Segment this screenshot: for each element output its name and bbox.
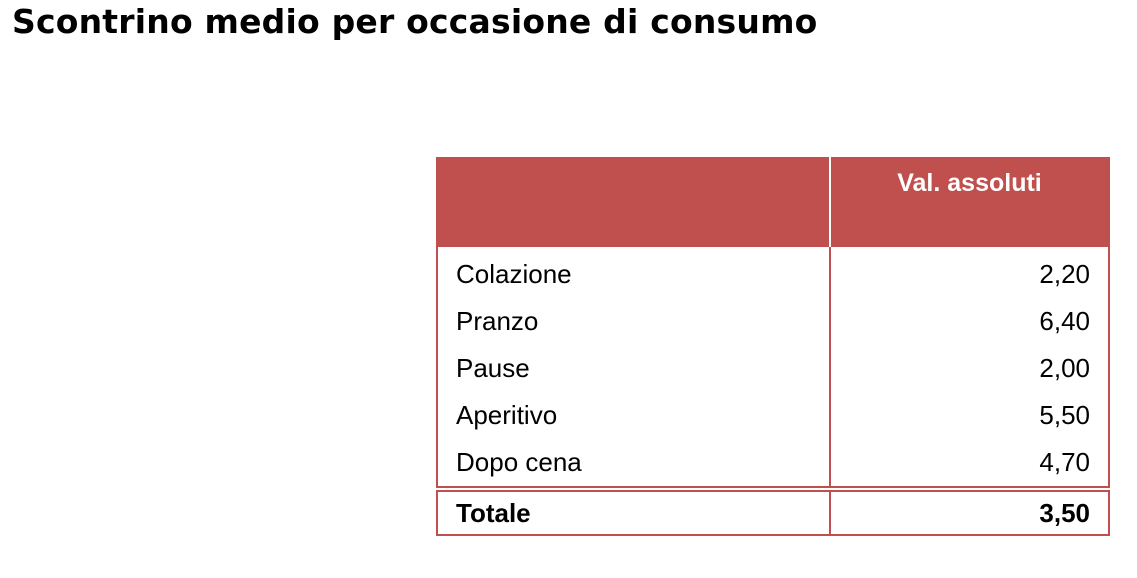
header-label-column <box>437 158 831 247</box>
row-value: 6,40 <box>829 298 1110 345</box>
row-label: Dopo cena <box>436 439 831 489</box>
row-value: 4,70 <box>829 439 1110 489</box>
table-row: Pause 2,00 <box>436 345 1110 392</box>
total-label: Totale <box>436 486 831 535</box>
row-value: 2,00 <box>829 345 1110 392</box>
row-label: Pause <box>436 345 831 392</box>
table-row: Colazione 2,20 <box>436 247 1110 298</box>
table-row: Dopo cena 4,70 <box>436 439 1110 489</box>
total-row: Totale 3,50 <box>436 486 1110 535</box>
table-row: Aperitivo 5,50 <box>436 392 1110 439</box>
data-table: Val. assoluti Colazione 2,20 Pranzo 6,40… <box>436 157 1110 536</box>
table-header-row: Val. assoluti <box>437 158 1109 247</box>
page-title: Scontrino medio per occasione di consumo <box>12 2 818 41</box>
header-value-column: Val. assoluti <box>830 158 1109 247</box>
table-row: Pranzo 6,40 <box>436 298 1110 345</box>
row-value: 5,50 <box>829 392 1110 439</box>
row-label: Colazione <box>436 247 831 298</box>
row-label: Pranzo <box>436 298 831 345</box>
row-value: 2,20 <box>829 247 1110 298</box>
total-value: 3,50 <box>829 486 1110 535</box>
row-label: Aperitivo <box>436 392 831 439</box>
